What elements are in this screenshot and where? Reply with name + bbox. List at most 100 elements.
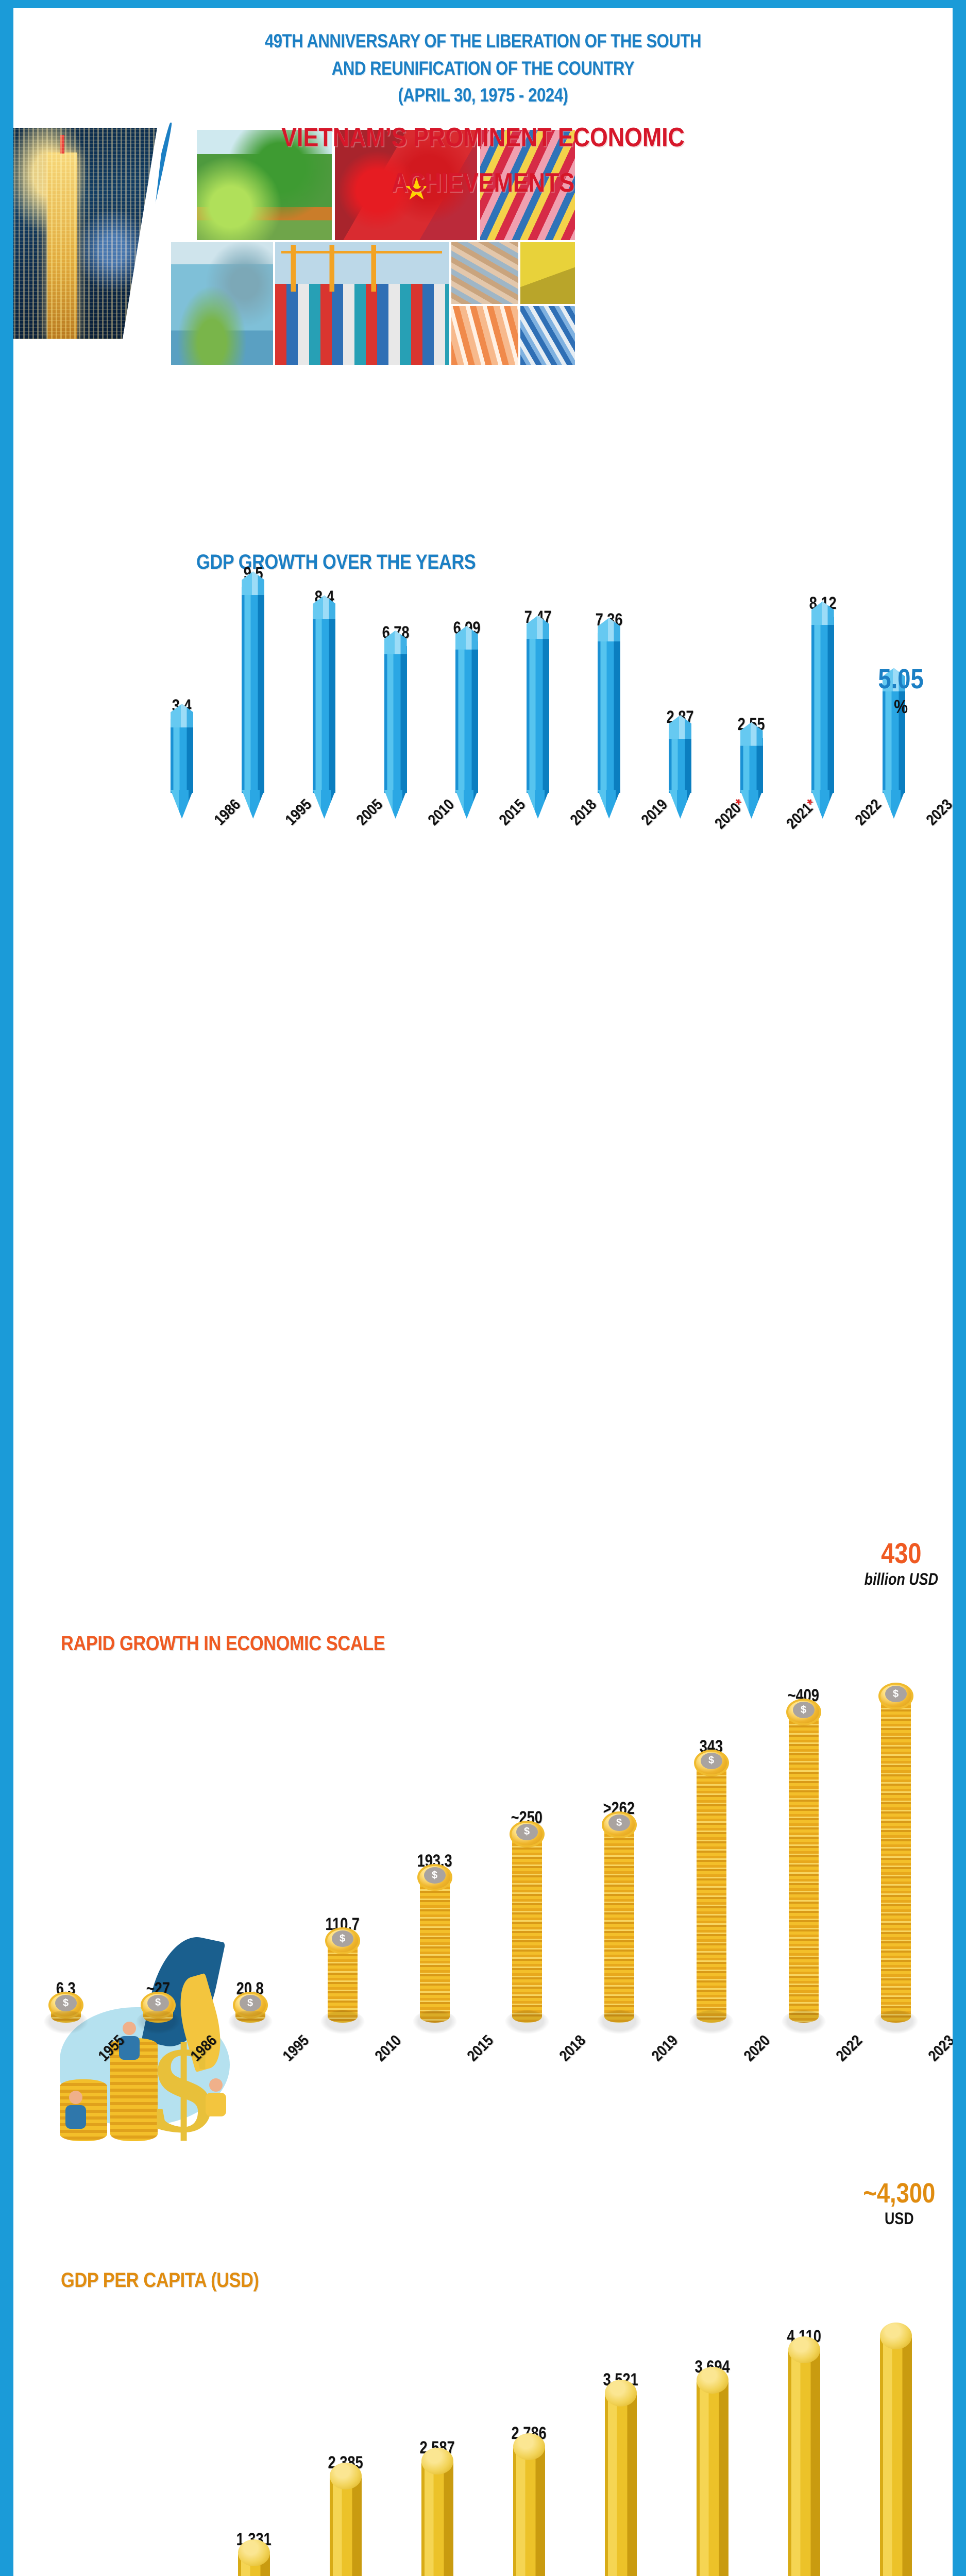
bar-group: 9.5 — [240, 564, 266, 793]
axis-year-label: 2010 — [425, 796, 457, 829]
bar-group: 8.12 — [809, 594, 836, 793]
section-economic-scale: RAPID GROWTH IN ECONOMIC SCALE $ 6.3 $ 195… — [13, 1533, 953, 2177]
bar-group: 3,694 — [694, 2357, 731, 2576]
economic-scale-highlight-value: 430 — [881, 1537, 922, 1569]
bar — [455, 641, 478, 793]
bar-group: 193.3 $ — [417, 1851, 452, 2023]
bar: $ — [512, 1823, 542, 2023]
bar — [238, 2539, 270, 2576]
seafood-processing-image — [451, 306, 518, 365]
axis-year-label: 1986 — [211, 796, 244, 829]
bar — [171, 719, 194, 793]
bar-group: 5.05 — [880, 660, 907, 793]
axis-year-label: 2023 — [923, 796, 953, 829]
bar — [882, 683, 905, 793]
dollar-coin-icon: $ — [885, 1686, 907, 1702]
bar-group: 2,587 — [419, 2438, 455, 2576]
bar: $ — [143, 1994, 173, 2023]
axis-year-label: 2023 — [925, 2032, 953, 2065]
axis-year-label: 2022 — [833, 2032, 866, 2065]
economic-scale-highlight: 430 billion USD — [857, 1536, 945, 1589]
bar-group: ~4,300 — [878, 2313, 914, 2576]
bar — [527, 631, 549, 793]
coins-illustration: $ — [49, 1925, 271, 2158]
bar — [513, 2433, 545, 2576]
bar — [669, 731, 692, 793]
bar-group: 110.7 $ — [325, 1914, 360, 2023]
dollar-coin-icon: $ — [700, 1752, 722, 1769]
dollar-coin-icon: $ — [516, 1823, 538, 1840]
header-line-3: (APRIL 30, 1975 - 2024) — [398, 84, 568, 106]
bar — [605, 2379, 637, 2576]
economic-scale-title: RAPID GROWTH IN ECONOMIC SCALE — [61, 1632, 385, 1655]
gdp-per-capita-highlight-unit: USD — [885, 2209, 914, 2228]
header: 49TH ANNIVERSARY OF THE LIBERATION OF TH… — [13, 8, 953, 200]
bar-group: 1,331 — [236, 2530, 272, 2576]
bar — [811, 617, 834, 793]
bar-group: 4,110 — [786, 2327, 822, 2576]
header-line-1: 49TH ANNIVERSARY OF THE LIBERATION OF TH… — [264, 30, 702, 52]
page-title-line-2: ACHIEVEMENTS — [391, 168, 575, 198]
dollar-coin-icon: $ — [423, 1867, 446, 1884]
bar-group: 2.55 — [738, 715, 765, 793]
infographic-canvas: 49TH ANNIVERSARY OF THE LIBERATION OF TH… — [13, 8, 953, 2576]
bar — [421, 2448, 453, 2576]
gdp-growth-highlight-unit: % — [893, 696, 908, 717]
gdp-growth-highlight: 5.05 % — [874, 663, 928, 718]
header-line-2: AND REUNIFICATION OF THE COUNTRY — [331, 57, 635, 79]
person-figure-3 — [204, 2078, 228, 2126]
bar-group: 20.8 $ — [233, 1979, 267, 2023]
economic-scale-chart: 6.3 $ 1955 ~27 $ 1986 20.8 $ 1995 110.7 $ 2010 193.3… — [20, 1585, 953, 2100]
dollar-coin-icon: $ — [331, 1930, 353, 1947]
garment-factory-image — [520, 306, 575, 365]
dollar-coin-icon: $ — [239, 1995, 261, 2011]
bar-group: 7.36 — [596, 610, 623, 793]
container-port-image — [275, 242, 449, 365]
axis-year-label: 2015 — [496, 796, 529, 829]
bar-group: 3.4 — [168, 696, 195, 793]
bar-group: 3,521 — [603, 2370, 639, 2576]
bar: $ — [235, 1995, 265, 2023]
axis-year-label: 1995 — [279, 2032, 312, 2065]
textile-workshop-image — [451, 242, 518, 304]
bar: $ — [419, 1867, 450, 2023]
dollar-coin-icon: $ — [608, 1815, 630, 1832]
axis-year-label: 2019 — [648, 2032, 681, 2065]
axis-year-label: 2015 — [464, 2032, 497, 2065]
bar — [598, 633, 621, 793]
axis-year-label: 2018 — [556, 2032, 589, 2065]
bar-group: 8.4 — [311, 587, 337, 793]
bar — [788, 2336, 820, 2576]
vietnam-flags-image — [335, 130, 477, 240]
section-gdp-growth: GDP GROWTH OVER THE YEARS 3.4 1986 9.5 1995… — [13, 541, 953, 928]
axis-year-label: 1995 — [282, 796, 315, 829]
bar-group: ~27 $ — [141, 1979, 175, 2023]
axis-year-label: 2018 — [567, 796, 600, 829]
gdp-growth-highlight-value: 5.05 — [878, 664, 924, 694]
bar-group: 6.78 — [382, 623, 409, 793]
bar: $ — [788, 1702, 819, 2023]
bar — [384, 646, 407, 793]
axis-year-label: 2020 — [740, 2032, 773, 2065]
bar: $ — [696, 1752, 726, 2023]
bar — [313, 611, 336, 793]
bar-group: ~250 $ — [510, 1808, 544, 2023]
rice-harvest-image — [520, 242, 575, 304]
hanoi-park-image — [197, 130, 332, 240]
dollar-sign-icon: $ — [152, 2021, 214, 2158]
economic-scale-highlight-unit: billion USD — [864, 1570, 939, 1588]
gdp-growth-chart: 3.4 1986 9.5 1995 8.4 2005 6.78 2010 6.99 2015 7.4… — [146, 564, 953, 866]
gdp-growth-title: GDP GROWTH OVER THE YEARS — [196, 551, 476, 573]
bar-group: 6.3 $ — [49, 1979, 83, 2023]
bar-group: ~409 $ — [787, 1686, 821, 2023]
axis-year-label: 2019 — [638, 796, 671, 829]
person-figure-1 — [64, 2091, 88, 2138]
bar — [697, 2366, 728, 2576]
halong-bay-image — [171, 242, 273, 365]
ethnic-costumes-image — [480, 130, 575, 240]
bar-group: >262 $ — [602, 1799, 636, 2023]
axis-year-label: 2005 — [353, 796, 386, 829]
hero-collage — [13, 123, 953, 365]
bar-group: 6.99 — [453, 618, 480, 793]
